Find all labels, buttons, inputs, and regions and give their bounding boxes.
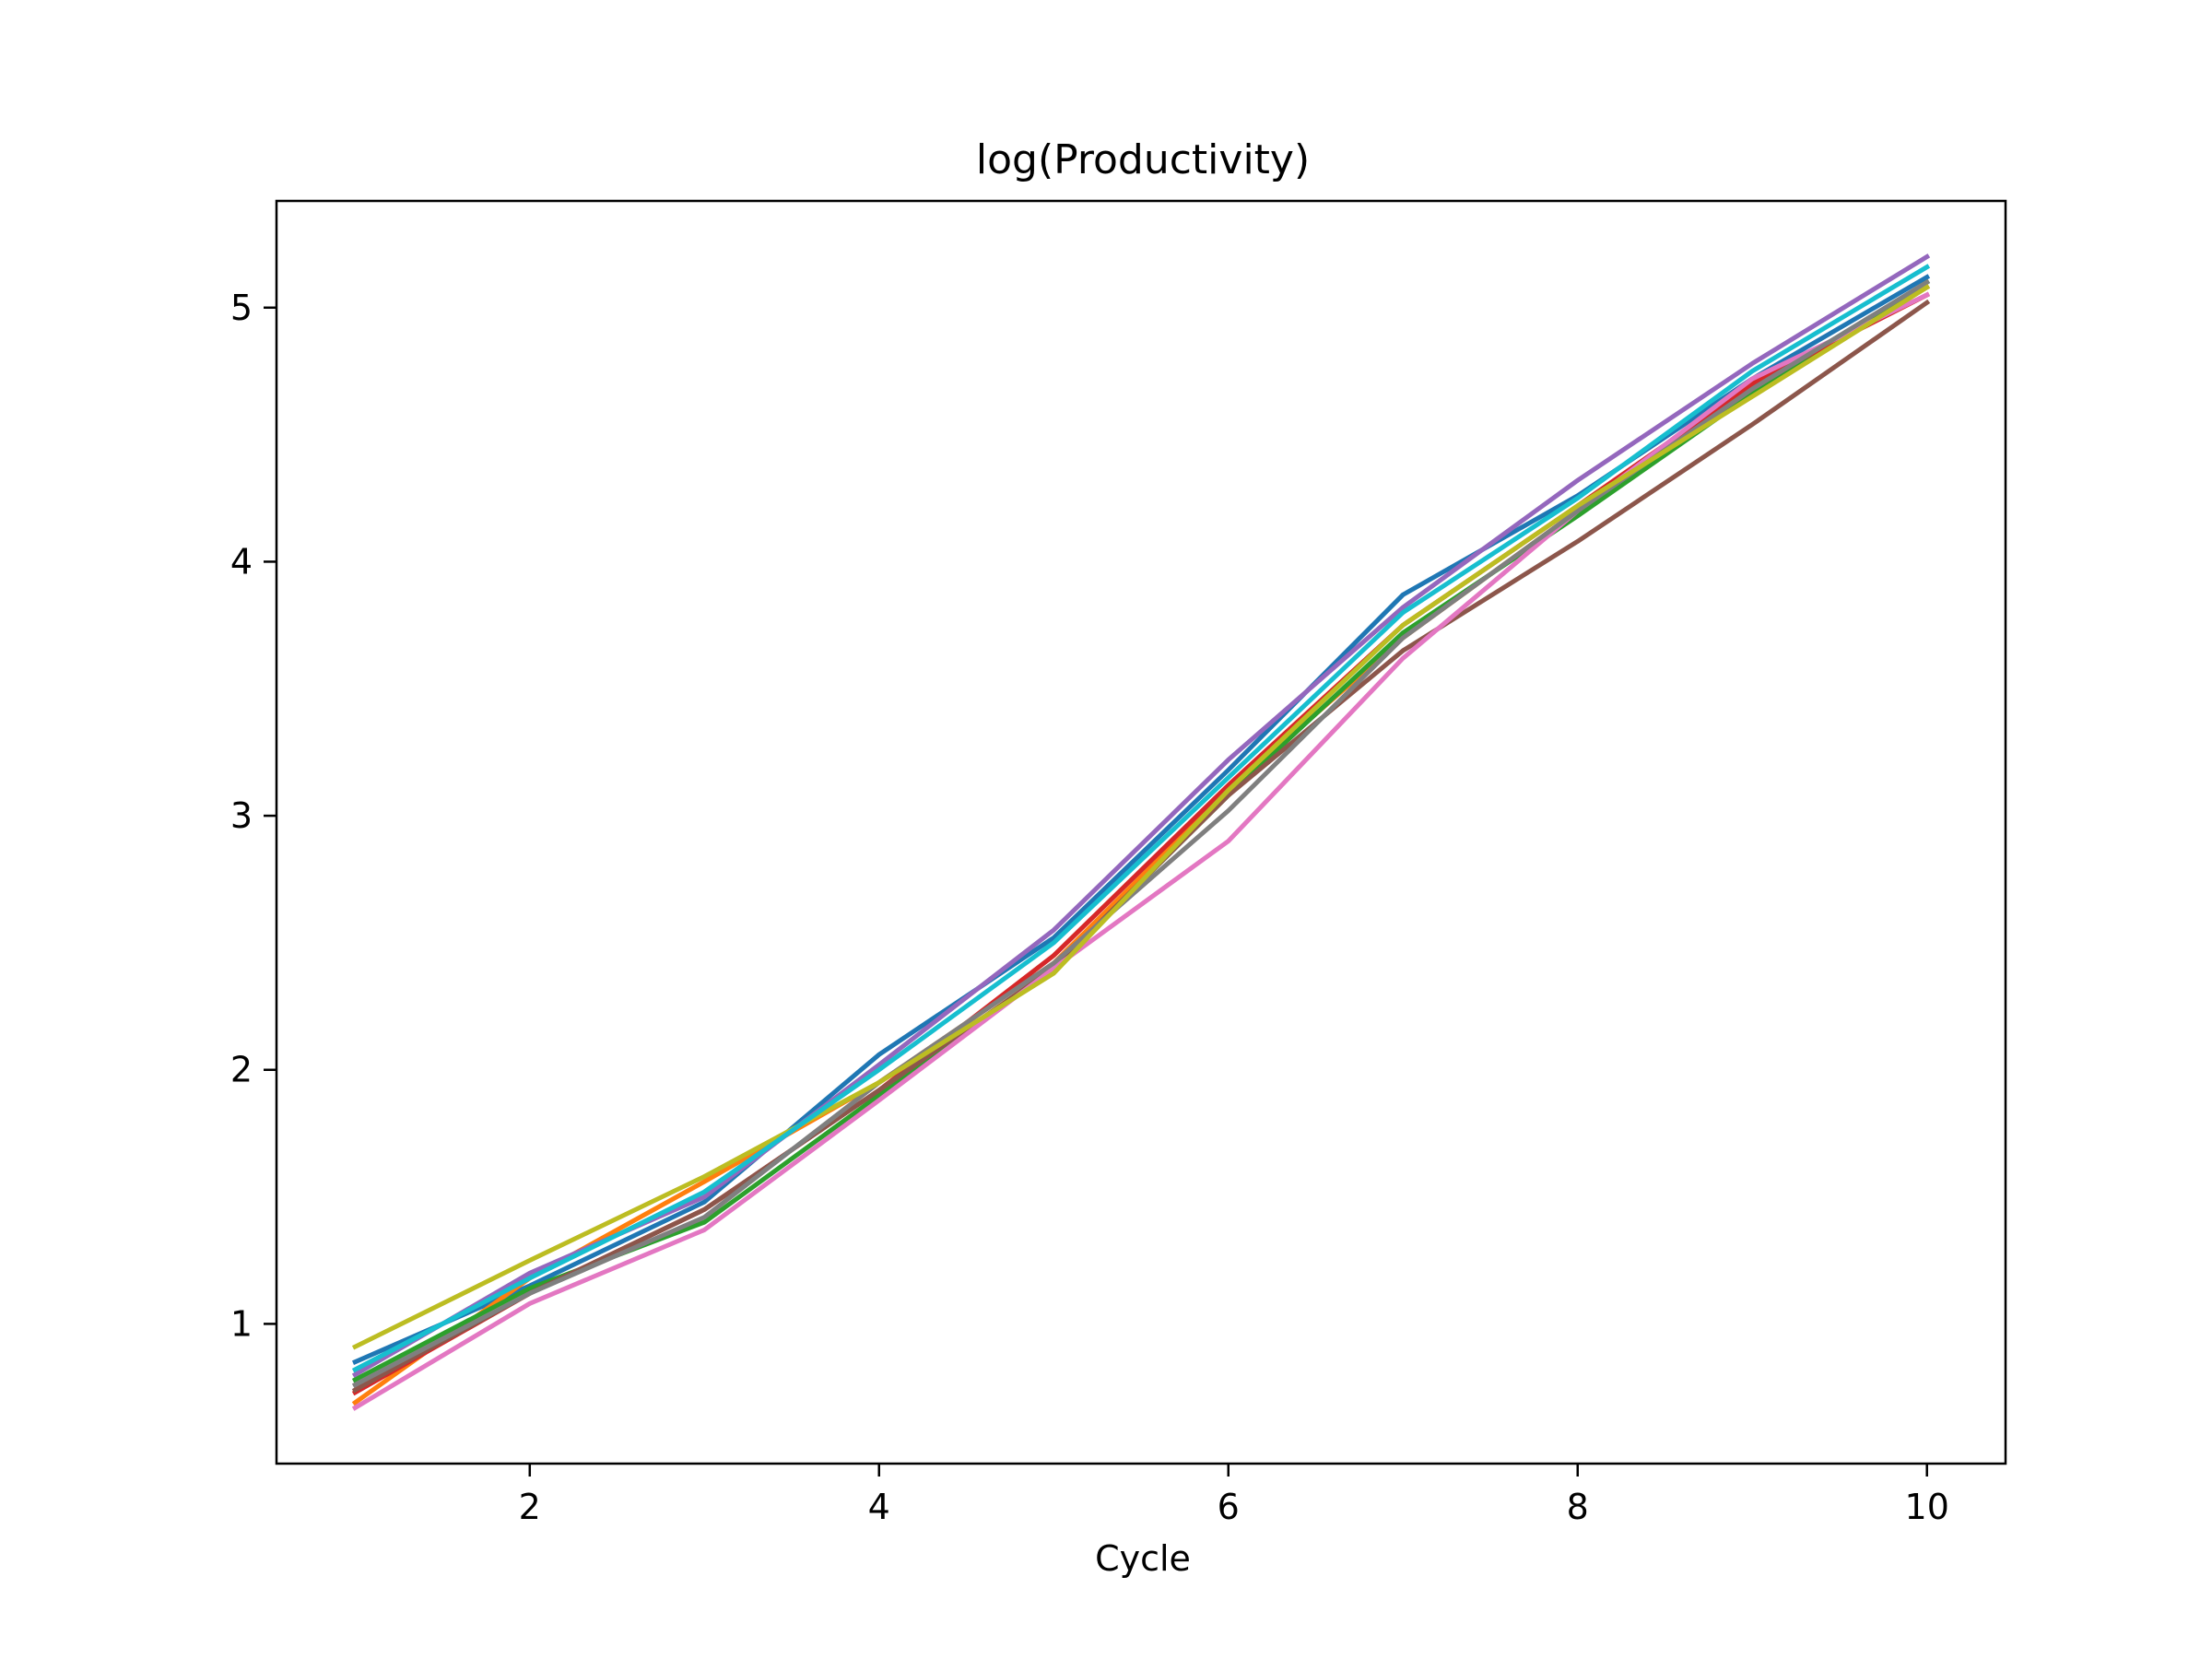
y-tick-label: 3: [230, 795, 253, 836]
series-line-10: [351, 264, 1931, 1373]
x-tick-label: 6: [1218, 1487, 1240, 1527]
series-line-9: [351, 284, 1931, 1350]
series-line-7: [351, 291, 1931, 1411]
x-axis-ticks: 2 4 6 8 10: [519, 1464, 1949, 1527]
x-tick-label: 8: [1567, 1487, 1589, 1527]
x-tick-label: 4: [868, 1487, 890, 1527]
y-axis-ticks: 1 2 3 4 5: [230, 288, 276, 1344]
x-tick-label: 10: [1905, 1487, 1949, 1527]
x-axis-label: Cycle: [1095, 1538, 1191, 1579]
plot-frame: [275, 199, 2007, 1465]
y-tick-label: 2: [230, 1050, 253, 1090]
y-tick-label: 1: [230, 1303, 253, 1344]
x-tick-label: 2: [519, 1487, 541, 1527]
y-tick-label: 4: [230, 541, 253, 582]
series-layer: [351, 253, 1931, 1411]
chart-title: log(Productivity): [976, 136, 1310, 183]
y-tick-label: 5: [230, 288, 253, 328]
